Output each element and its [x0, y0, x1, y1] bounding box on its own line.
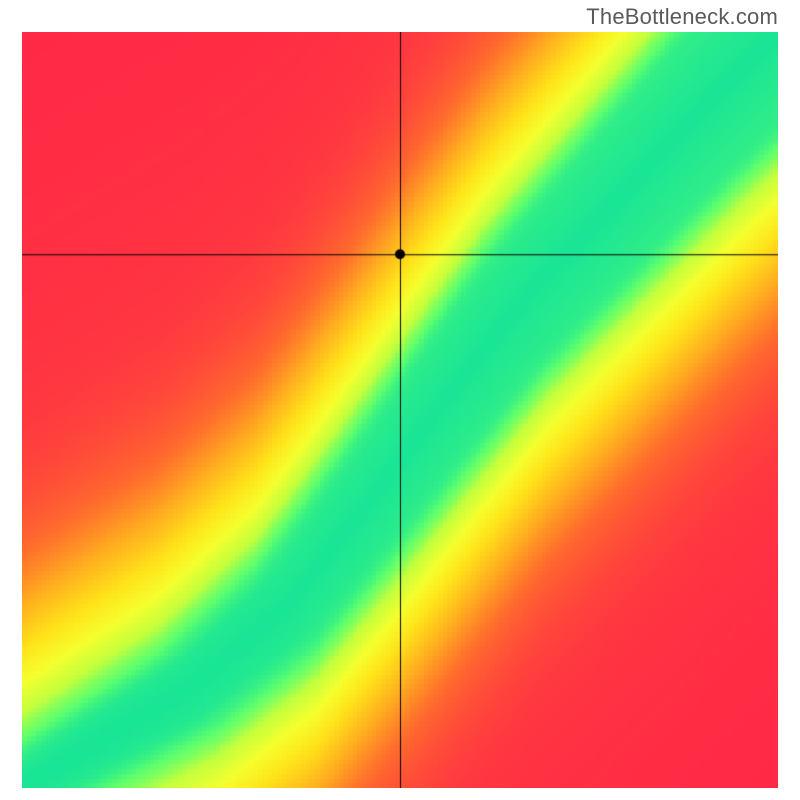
- bottleneck-heatmap: [22, 32, 778, 788]
- heatmap-canvas: [22, 32, 778, 788]
- watermark-text: TheBottleneck.com: [586, 4, 778, 30]
